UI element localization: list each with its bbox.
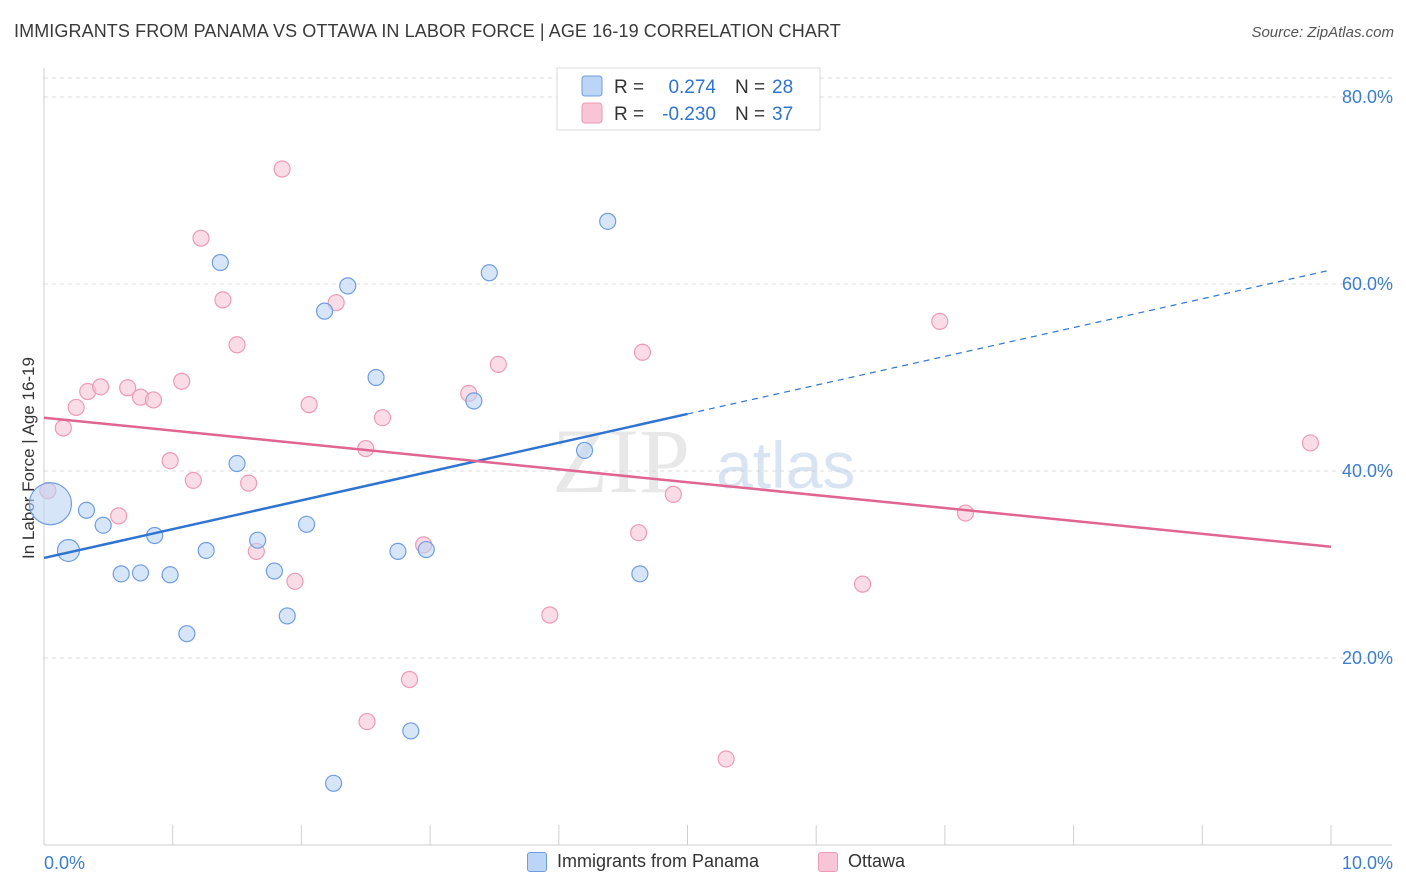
ottawa-point [110,507,128,525]
watermark: ZIP atlas [552,410,855,512]
panama-point [402,722,420,740]
legend-item-panama: Immigrants from Panama [527,851,759,872]
y-tick-label: 80.0% [1342,87,1393,107]
ottawa-point [633,343,652,361]
legend-r-value: 0.274 [668,77,716,98]
panama-point [631,565,649,583]
panama-point [297,515,316,533]
ottawa-point [853,575,872,593]
ottawa-point [119,379,137,397]
x-tick-label: 10.0% [1342,853,1393,873]
x-tick-labels: 0.0% 10.0% [44,853,1393,873]
legend-label-panama: Immigrants from Panama [557,851,760,871]
panama-point [94,516,112,534]
correlation-legend: R = 0.274 N = 28 R = -0.230 N = 37 [556,67,821,131]
ottawa-point [373,409,392,427]
legend-n-value: 28 [772,77,793,98]
panama-points [28,212,649,792]
legend-r-label: R = [614,104,644,125]
panama-point [315,302,334,320]
ottawa-point [161,452,179,470]
panama-point [265,562,283,580]
trend-lines [43,269,1332,560]
legend-n-label: N = [735,77,765,98]
ottawa-point [956,504,975,522]
panama-point [197,541,215,560]
legend-swatch-panama [581,75,603,97]
legend-r-label: R = [614,77,644,98]
series-legend: Immigrants from Panama Ottawa [0,851,1406,879]
legend-n-value: 37 [772,104,793,125]
ottawa-point [214,291,232,309]
ottawa-point [92,378,110,396]
panama-point [339,277,357,295]
ottawa-point [1301,434,1320,452]
legend-label-ottawa: Ottawa [848,851,906,871]
ottawa-points [39,160,1320,768]
chart-title: IMMIGRANTS FROM PANAMA VS OTTAWA IN LABO… [14,21,841,41]
panama-point [324,774,343,792]
y-axis-title: In Labor Force | Age 16-19 [19,357,38,559]
ottawa-trend-line [43,416,1332,548]
panama-point [278,607,296,625]
y-tick-labels: 20.0% 40.0% 60.0% 80.0% [1342,87,1393,668]
ottawa-point [931,312,949,330]
panama-point [249,531,267,549]
ottawa-point [541,606,559,624]
legend-r-value: -0.230 [662,104,716,125]
ottawa-point [358,712,376,731]
panama-point [161,566,179,584]
panama-trend-line [43,412,688,560]
legend-swatch-panama [527,851,547,872]
ottawa-point [144,391,162,409]
panama-point [465,392,483,410]
y-tick-label: 40.0% [1342,461,1393,481]
ottawa-point [173,372,191,390]
ottawa-point [400,670,419,689]
gridlines [44,77,1392,659]
axes [43,68,1392,846]
ottawa-point [664,485,682,503]
y-tick-label: 60.0% [1342,274,1393,294]
panama-point [575,441,594,460]
panama-trend-extension [687,269,1332,415]
legend-n-label: N = [735,104,765,125]
panama-point [389,542,407,561]
legend-swatch-ottawa [581,102,603,124]
panama-point [178,625,196,643]
ottawa-point [192,229,210,247]
ottawa-point [327,294,345,312]
panama-point [417,540,435,559]
ottawa-point [286,572,304,590]
ottawa-point [54,419,72,437]
ottawa-point [629,524,648,542]
ottawa-point [184,471,202,489]
panama-point [28,482,73,526]
ottawa-point [67,398,85,417]
panama-point [480,264,498,282]
legend-item-ottawa: Ottawa [818,851,905,872]
ottawa-point [273,160,291,178]
panama-point [131,564,150,582]
panama-point [599,212,617,230]
panama-point [77,501,96,519]
ottawa-point [240,474,258,492]
ottawa-point [300,396,318,414]
panama-point [367,368,385,387]
panama-point [211,253,229,272]
panama-point [228,454,246,473]
source-credit: Source: ZipAtlas.com [1251,24,1394,41]
ottawa-point [489,355,507,374]
ottawa-point [228,336,246,354]
watermark-atlas: atlas [716,428,855,502]
panama-point [112,565,130,583]
legend-swatch-ottawa [818,851,838,872]
x-tick-label: 0.0% [44,853,85,873]
y-tick-label: 20.0% [1342,648,1393,668]
ottawa-point [717,750,735,768]
